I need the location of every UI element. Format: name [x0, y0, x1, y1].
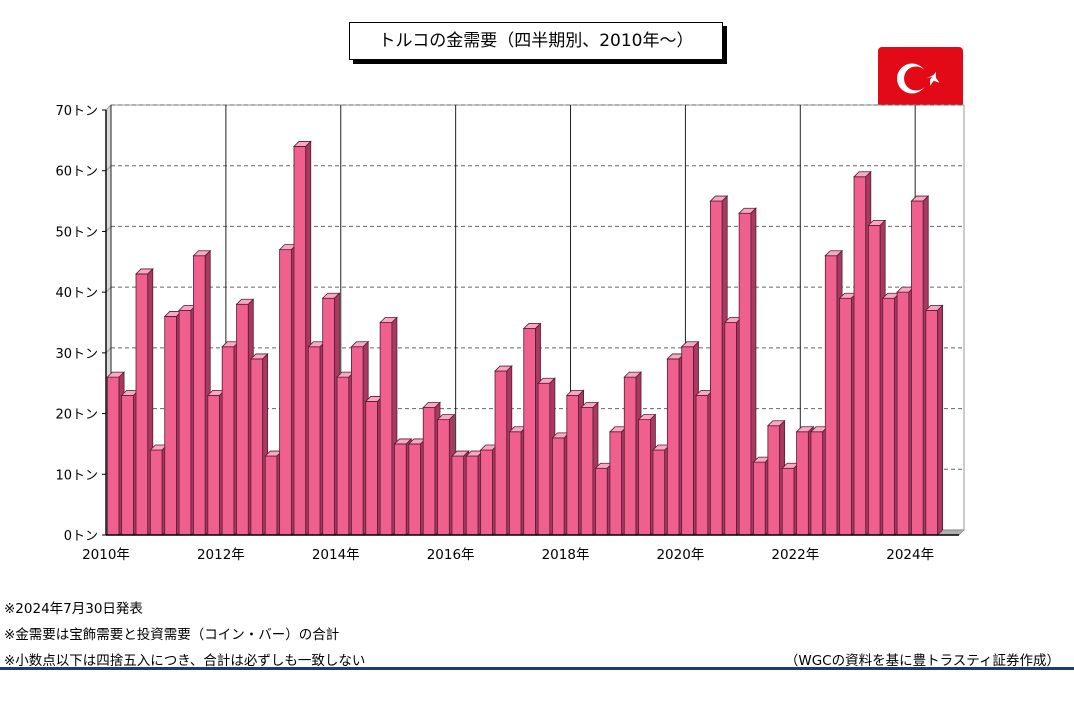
grid-line-wall	[105, 286, 112, 293]
note-rounding: ※小数点以下は四捨五入につき、合計は必ずしも一致しない	[4, 653, 366, 669]
x-tick-label: 2024年	[886, 547, 934, 563]
y-tick-label: 10トン	[55, 468, 98, 483]
x-tick-label: 2010年	[82, 547, 130, 563]
bar	[738, 207, 757, 536]
y-tick-label: 60トン	[55, 165, 98, 180]
grid-line-wall	[105, 347, 112, 354]
x-tick-label: 2018年	[542, 547, 590, 563]
y-tick-label: 40トン	[55, 286, 98, 301]
x-tick-label: 2020年	[656, 547, 704, 563]
grid-line-wall	[105, 104, 112, 111]
turkey-flag-icon	[878, 47, 963, 110]
y-tick-label: 0トン	[64, 529, 98, 544]
bar-chart: 0トン 10トン 20トン 30トン 40トン 50トン 60トン 70トン 2010年 201…	[55, 104, 965, 563]
y-tick-label: 70トン	[55, 104, 98, 119]
x-tick-label: 2012年	[197, 547, 245, 563]
source-note: （WGCの資料を基に豊トラスティ証券作成）	[784, 653, 1060, 669]
note-definition: ※金需要は宝飾需要と投資需要（コイン・バー）の合計	[4, 627, 340, 643]
bottom-rule	[0, 667, 1074, 670]
y-tick-label: 30トン	[55, 347, 98, 362]
x-tick-label: 2016年	[427, 547, 475, 563]
note-release-date: ※2024年7月30日発表	[4, 601, 143, 617]
y-tick-label: 20トン	[55, 408, 98, 423]
grid-line-wall	[105, 226, 112, 232]
grid-line-wall	[105, 165, 112, 172]
bar	[924, 304, 944, 536]
x-tick-label: 2014年	[312, 547, 360, 563]
x-tick-label: 2022年	[771, 547, 819, 563]
y-tick-label: 50トン	[55, 225, 98, 240]
bar	[135, 267, 154, 536]
chart-title: トルコの金需要（四半期別、2010年～）	[349, 22, 723, 60]
